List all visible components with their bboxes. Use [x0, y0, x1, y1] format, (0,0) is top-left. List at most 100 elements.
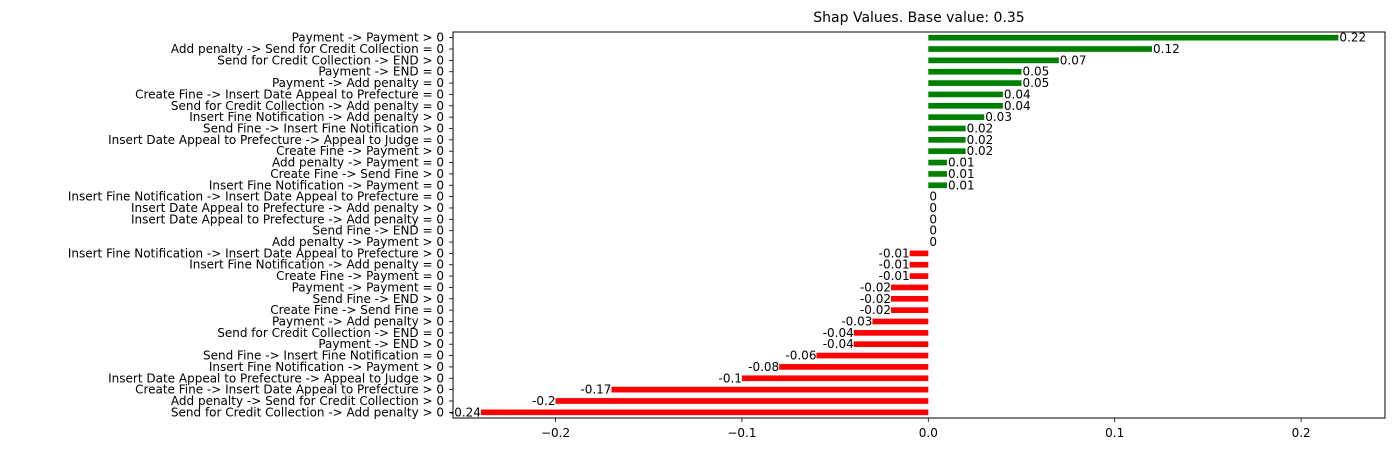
category-label: Payment -> Add penalty > 0 [272, 315, 444, 329]
category-label: Add penalty -> Payment > 0 [272, 235, 444, 249]
category-label: Add penalty -> Send for Credit Collectio… [171, 394, 444, 408]
value-label: 0.04 [1004, 99, 1031, 113]
bar [872, 318, 929, 325]
chart-title: Shap Values. Base value: 0.35 [813, 10, 1024, 26]
value-label: -0.17 [580, 383, 611, 397]
category-label: Send for Credit Collection -> Add penalt… [171, 405, 444, 419]
x-tick-label: 0.1 [1105, 426, 1124, 440]
category-label: Insert Fine Notification -> Add penalty … [189, 110, 444, 124]
value-label: -0.01 [879, 246, 910, 260]
value-label: 0 [929, 201, 937, 215]
category-label: Insert Date Appeal to Prefecture -> Add … [131, 201, 444, 215]
category-label: Insert Fine Notification -> Insert Date … [68, 246, 444, 260]
value-label: 0.05 [1023, 65, 1050, 79]
plot-frame [452, 31, 1386, 419]
bar [816, 352, 929, 359]
value-label: 0 [929, 190, 937, 204]
bar [928, 34, 1339, 41]
category-label: Insert Fine Notification -> Insert Date … [68, 190, 444, 204]
value-label: 0.12 [1153, 42, 1180, 56]
x-tick-label: −0.1 [727, 426, 756, 440]
value-label: 0.02 [967, 122, 994, 136]
category-label: Payment -> END = 0 [318, 65, 444, 79]
value-label: -0.04 [823, 326, 854, 340]
value-label: 0.01 [948, 178, 975, 192]
value-label: 0.01 [948, 156, 975, 170]
value-label: 0 [929, 224, 937, 238]
category-label: Payment -> Payment = 0 [292, 280, 444, 294]
bar [909, 273, 929, 279]
bar [928, 114, 985, 120]
value-label: -0.08 [748, 360, 779, 374]
category-label: Send for Credit Collection -> END = 0 [217, 326, 444, 340]
value-label: 0.05 [1023, 76, 1050, 90]
value-label: -0.02 [860, 303, 891, 317]
bar [928, 159, 947, 166]
value-label: -0.02 [860, 280, 891, 294]
category-label: Insert Fine Notification -> Payment > 0 [209, 360, 444, 374]
value-label: -0.01 [879, 269, 910, 283]
bar [928, 102, 1003, 109]
bars-layer [480, 34, 1339, 416]
bar [555, 398, 929, 404]
category-label: Send Fine -> END > 0 [312, 292, 444, 306]
category-label: Payment -> END > 0 [318, 337, 444, 351]
bar [853, 330, 929, 336]
x-tick-label: 0.0 [919, 426, 938, 440]
category-label: Create Fine -> Payment = 0 [276, 269, 444, 283]
category-label: Create Fine -> Insert Date Appeal to Pre… [135, 87, 444, 101]
value-label: -0.24 [450, 405, 481, 419]
category-label: Payment -> Add penalty = 0 [272, 76, 444, 90]
bar [928, 80, 1022, 86]
category-label: Create Fine -> Send Fine > 0 [270, 167, 444, 181]
value-label: -0.01 [879, 258, 910, 272]
value-label: 0.07 [1060, 53, 1087, 67]
bar [928, 182, 947, 189]
x-tick-label: −0.2 [541, 426, 570, 440]
bar [909, 261, 929, 268]
category-label: Create Fine -> Insert Date Appeal to Pre… [135, 383, 444, 397]
bar [928, 171, 947, 177]
value-label: 0.02 [967, 133, 994, 147]
bar [928, 125, 966, 132]
value-label: 0.22 [1339, 31, 1366, 45]
category-label: Send for Credit Collection -> Add penalt… [171, 99, 444, 113]
category-label: Create Fine -> Payment > 0 [276, 144, 444, 158]
bar [891, 307, 929, 313]
value-label: -0.2 [532, 394, 555, 408]
value-label: 0.02 [967, 144, 994, 158]
bar [611, 386, 929, 393]
bar [853, 341, 929, 348]
value-label: 0.03 [985, 110, 1012, 124]
category-label: Add penalty -> Send for Credit Collectio… [171, 42, 444, 56]
category-label: Payment -> Payment > 0 [292, 31, 444, 45]
bar [928, 91, 1003, 98]
value-label: -0.06 [785, 349, 816, 363]
category-label: Insert Date Appeal to Prefecture -> Add … [131, 212, 444, 226]
category-label: Insert Fine Notification -> Payment = 0 [209, 178, 444, 192]
value-label: 0 [929, 212, 937, 226]
bar [909, 250, 929, 257]
bar [928, 137, 966, 143]
value-label: -0.03 [841, 315, 872, 329]
axis-layer: −0.2 −0.1 0.0 0.1 0.2 [449, 31, 1386, 440]
bar [741, 375, 929, 382]
category-label: Insert Date Appeal to Prefecture -> Appe… [108, 371, 444, 385]
category-label: Send Fine -> Insert Fine Notification = … [203, 349, 444, 363]
value-label: -0.1 [718, 371, 741, 385]
bar [891, 295, 929, 302]
category-label: Create Fine -> Send Fine = 0 [270, 303, 444, 317]
bar [928, 46, 1152, 52]
bar [928, 148, 966, 155]
x-tick-label: 0.2 [1292, 426, 1311, 440]
value-label: -0.02 [860, 292, 891, 306]
labels-layer: Payment -> Payment > 0 0.22 Add penalty ->… [68, 31, 1366, 420]
category-label: Send Fine -> Insert Fine Notification > … [203, 122, 444, 136]
bar [928, 57, 1059, 64]
bar [779, 364, 929, 370]
category-label: Send Fine -> END = 0 [312, 224, 444, 238]
value-label: 0 [929, 235, 937, 249]
category-label: Send for Credit Collection -> END > 0 [217, 53, 444, 67]
